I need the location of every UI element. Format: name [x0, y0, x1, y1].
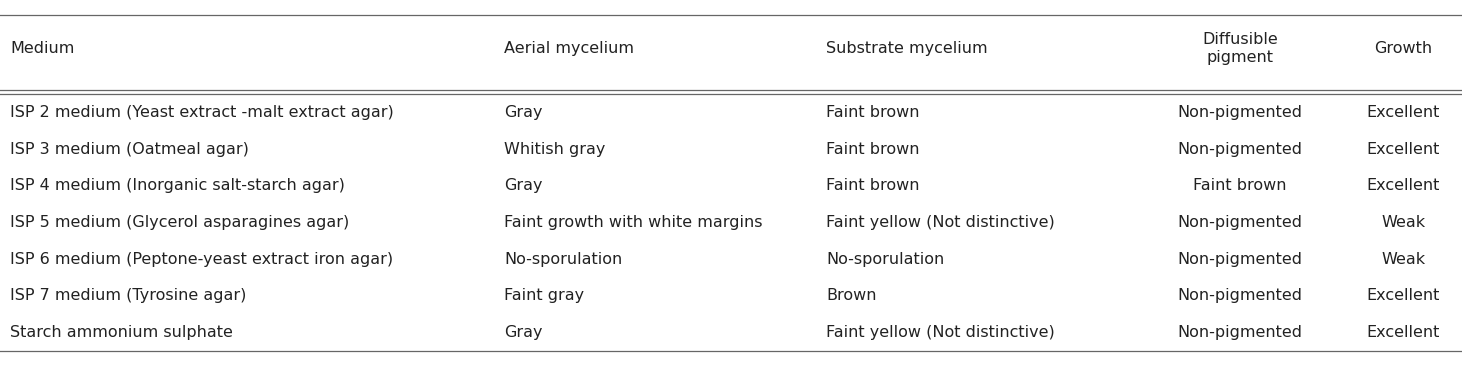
- Text: Excellent: Excellent: [1367, 105, 1440, 120]
- Text: ISP 7 medium (Tyrosine agar): ISP 7 medium (Tyrosine agar): [10, 288, 247, 303]
- Text: ISP 2 medium (Yeast extract -malt extract agar): ISP 2 medium (Yeast extract -malt extrac…: [10, 105, 393, 120]
- Text: Faint brown: Faint brown: [826, 142, 920, 157]
- Text: Non-pigmented: Non-pigmented: [1177, 288, 1303, 303]
- Text: Diffusible
pigment: Diffusible pigment: [1202, 33, 1278, 65]
- Text: Excellent: Excellent: [1367, 178, 1440, 193]
- Text: Gray: Gray: [504, 325, 542, 340]
- Text: Faint gray: Faint gray: [504, 288, 585, 303]
- Text: Non-pigmented: Non-pigmented: [1177, 105, 1303, 120]
- Text: Excellent: Excellent: [1367, 142, 1440, 157]
- Text: Growth: Growth: [1374, 41, 1433, 56]
- Text: Faint brown: Faint brown: [826, 105, 920, 120]
- Text: ISP 3 medium (Oatmeal agar): ISP 3 medium (Oatmeal agar): [10, 142, 249, 157]
- Text: No-sporulation: No-sporulation: [504, 252, 623, 267]
- Text: Weak: Weak: [1382, 252, 1425, 267]
- Text: ISP 6 medium (Peptone-yeast extract iron agar): ISP 6 medium (Peptone-yeast extract iron…: [10, 252, 393, 267]
- Text: Faint growth with white margins: Faint growth with white margins: [504, 215, 763, 230]
- Text: Non-pigmented: Non-pigmented: [1177, 142, 1303, 157]
- Text: ISP 5 medium (Glycerol asparagines agar): ISP 5 medium (Glycerol asparagines agar): [10, 215, 349, 230]
- Text: Faint brown: Faint brown: [1193, 178, 1287, 193]
- Text: Gray: Gray: [504, 178, 542, 193]
- Text: Faint yellow (Not distinctive): Faint yellow (Not distinctive): [826, 215, 1054, 230]
- Text: Brown: Brown: [826, 288, 877, 303]
- Text: Starch ammonium sulphate: Starch ammonium sulphate: [10, 325, 232, 340]
- Text: Weak: Weak: [1382, 215, 1425, 230]
- Text: Faint brown: Faint brown: [826, 178, 920, 193]
- Text: Aerial mycelium: Aerial mycelium: [504, 41, 635, 56]
- Text: Non-pigmented: Non-pigmented: [1177, 252, 1303, 267]
- Text: Faint yellow (Not distinctive): Faint yellow (Not distinctive): [826, 325, 1054, 340]
- Text: Excellent: Excellent: [1367, 288, 1440, 303]
- Text: No-sporulation: No-sporulation: [826, 252, 944, 267]
- Text: Excellent: Excellent: [1367, 325, 1440, 340]
- Text: Substrate mycelium: Substrate mycelium: [826, 41, 988, 56]
- Text: Non-pigmented: Non-pigmented: [1177, 215, 1303, 230]
- Text: Gray: Gray: [504, 105, 542, 120]
- Text: Non-pigmented: Non-pigmented: [1177, 325, 1303, 340]
- Text: Medium: Medium: [10, 41, 75, 56]
- Text: Whitish gray: Whitish gray: [504, 142, 605, 157]
- Text: ISP 4 medium (Inorganic salt-starch agar): ISP 4 medium (Inorganic salt-starch agar…: [10, 178, 345, 193]
